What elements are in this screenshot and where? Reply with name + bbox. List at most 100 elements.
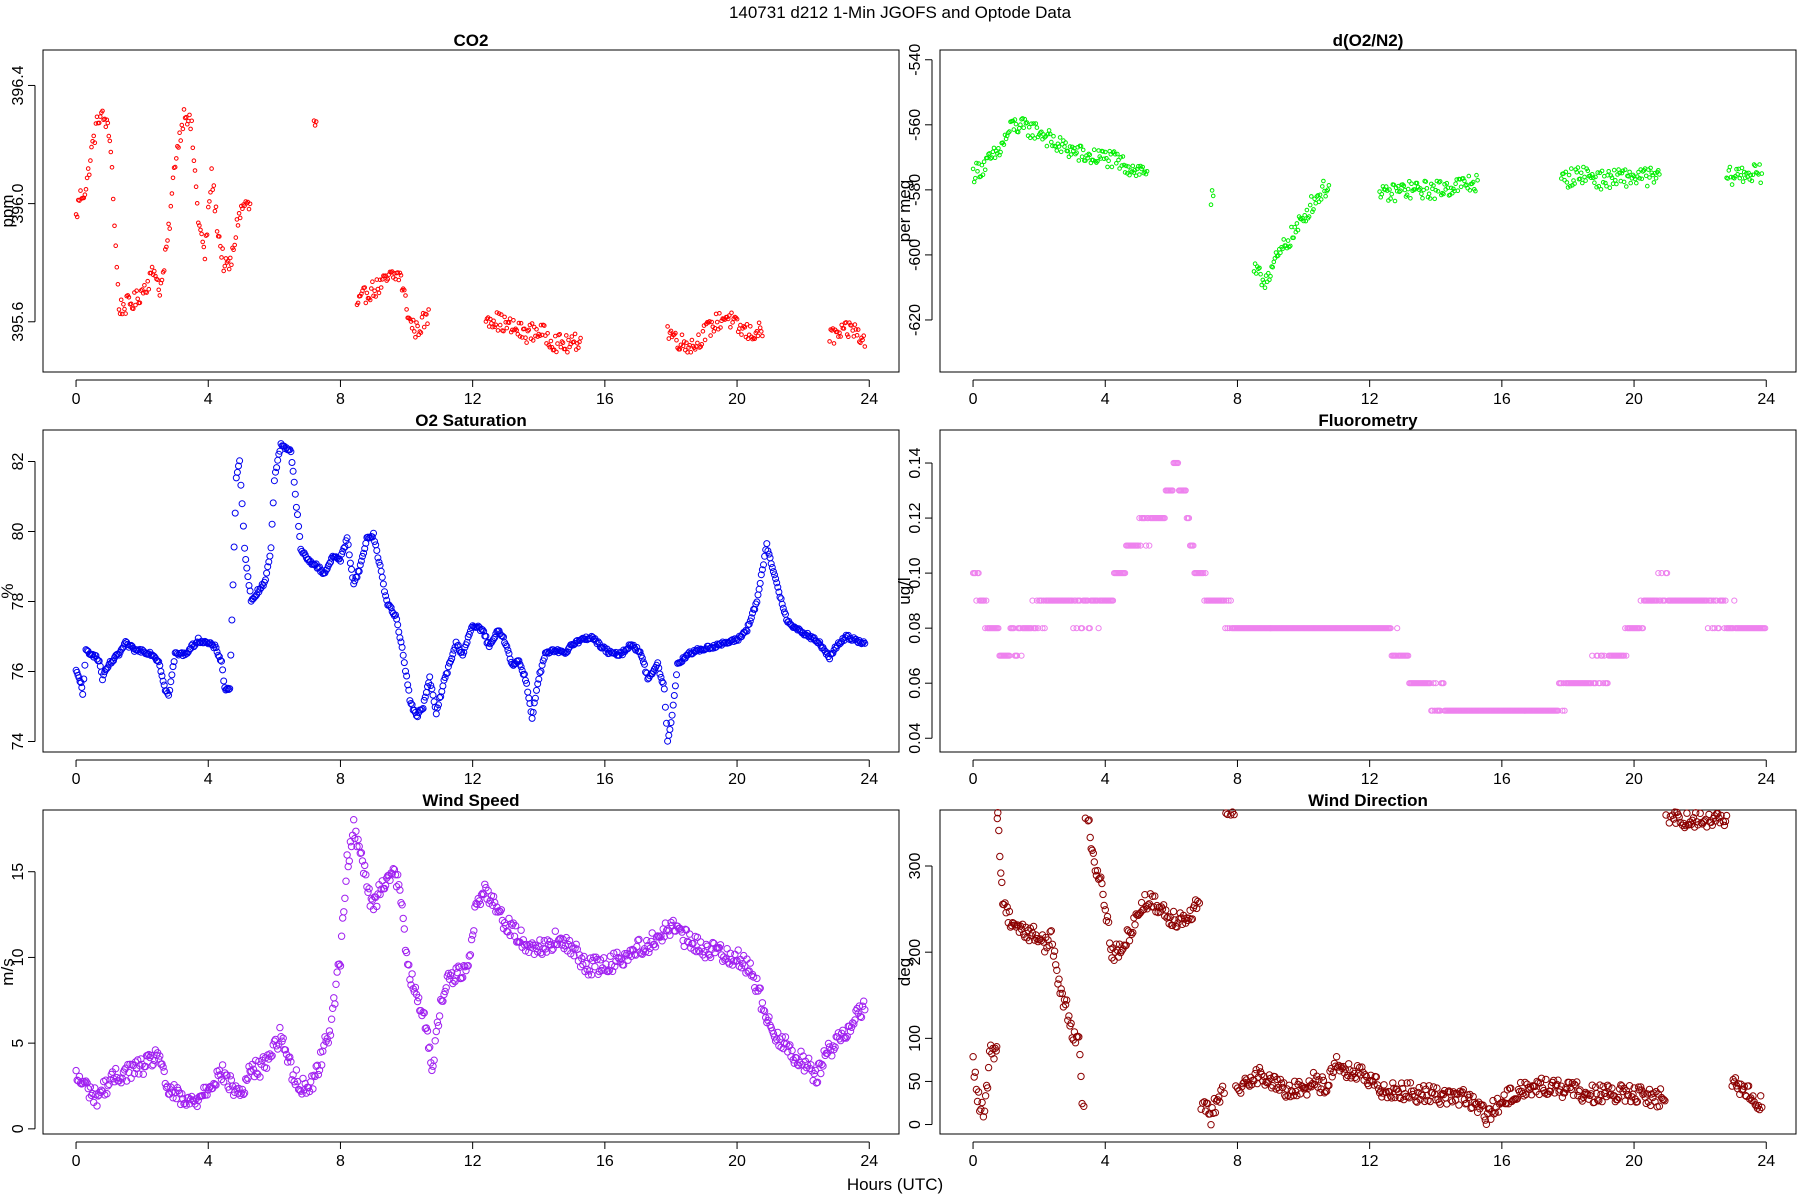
data-point (170, 658, 178, 666)
data-point (1482, 1120, 1491, 1129)
data-point (116, 307, 122, 312)
data-point (1137, 172, 1142, 177)
x-tick-label: 4 (204, 1153, 213, 1170)
data-point (117, 311, 123, 317)
data-point (1431, 183, 1436, 188)
data-point (310, 560, 318, 568)
data-point (723, 945, 731, 953)
data-point (1101, 906, 1110, 914)
data-point (1649, 1093, 1657, 1102)
data-point (110, 196, 116, 202)
data-point (767, 560, 775, 568)
data-point (844, 332, 850, 337)
y-tick-label: 200 (907, 939, 924, 966)
data-point (983, 597, 990, 604)
data-point (1212, 1097, 1221, 1105)
data-point (538, 950, 546, 958)
data-point (1459, 1086, 1468, 1094)
data-point (159, 277, 165, 283)
data-point (386, 876, 394, 884)
data-point (355, 567, 363, 575)
data-point (1447, 1096, 1455, 1105)
data-point (144, 290, 149, 295)
data-point (353, 842, 361, 851)
data-point (728, 325, 733, 330)
data-point (1620, 168, 1626, 174)
data-point (1591, 175, 1596, 181)
x-tick-label: 0 (72, 1153, 81, 1170)
data-point (1564, 180, 1570, 185)
data-point (1318, 1073, 1327, 1081)
data-point (515, 657, 523, 665)
data-point (501, 328, 506, 334)
data-point (746, 959, 754, 967)
data-point (506, 931, 514, 940)
data-point (1302, 213, 1307, 218)
data-point (1640, 1089, 1648, 1097)
data-point (120, 1066, 129, 1074)
data-series-o2sat (72, 440, 869, 745)
data-point (600, 954, 608, 962)
data-point (351, 834, 359, 843)
data-point (680, 942, 688, 951)
data-point (1028, 625, 1035, 632)
data-point (1135, 542, 1142, 549)
data-point (1098, 879, 1106, 888)
x-tick-label: 20 (728, 771, 746, 788)
data-point (1370, 1081, 1378, 1089)
data-point (137, 300, 143, 306)
data-point (427, 682, 435, 689)
data-point (361, 545, 369, 553)
data-point (465, 952, 473, 960)
plot-frame-wdir (939, 809, 1797, 1135)
data-point (1078, 143, 1084, 149)
data-point (530, 699, 538, 707)
data-point (526, 700, 534, 707)
data-point (504, 325, 510, 331)
data-point (991, 145, 997, 151)
data-point (1642, 1099, 1650, 1108)
data-point (1429, 1083, 1438, 1091)
data-point (1129, 169, 1134, 175)
data-point (1087, 845, 1095, 853)
data-point (717, 311, 722, 316)
data-point (1401, 183, 1407, 188)
data-point (860, 638, 868, 646)
data-point (738, 960, 747, 968)
x-tick-label: 8 (336, 1153, 345, 1170)
data-point (156, 1052, 164, 1060)
data-point (469, 931, 477, 939)
data-point (755, 585, 763, 593)
data-point (1044, 936, 1052, 944)
data-point (1743, 175, 1748, 180)
data-point (1312, 1076, 1320, 1084)
data-point (425, 321, 430, 327)
data-point (91, 133, 96, 139)
data-point (1207, 1121, 1215, 1129)
data-point (109, 165, 115, 170)
data-point (1444, 1088, 1452, 1096)
data-point (112, 223, 117, 229)
data-point (693, 933, 702, 941)
data-point (669, 701, 677, 709)
data-point (496, 907, 504, 916)
data-point (1061, 1000, 1070, 1009)
data-point (1320, 1089, 1329, 1097)
data-point (689, 337, 695, 343)
data-point (1575, 165, 1581, 170)
data-point (149, 264, 155, 270)
data-point (1535, 1090, 1544, 1099)
data-point (1144, 169, 1150, 174)
y-tick-label: 10 (10, 948, 27, 966)
y-tick-label: 396.0 (10, 183, 27, 223)
data-point (355, 300, 361, 306)
x-tick-label: 20 (1625, 1153, 1643, 1170)
data-point (746, 617, 754, 625)
data-point (1563, 169, 1569, 175)
data-point (1090, 858, 1099, 866)
data-series-fluor (970, 459, 1769, 714)
panel-title-wspd: Wind Speed (422, 791, 519, 810)
x-tick-label: 12 (464, 391, 482, 408)
data-point (460, 648, 468, 656)
data-point (996, 852, 1004, 861)
